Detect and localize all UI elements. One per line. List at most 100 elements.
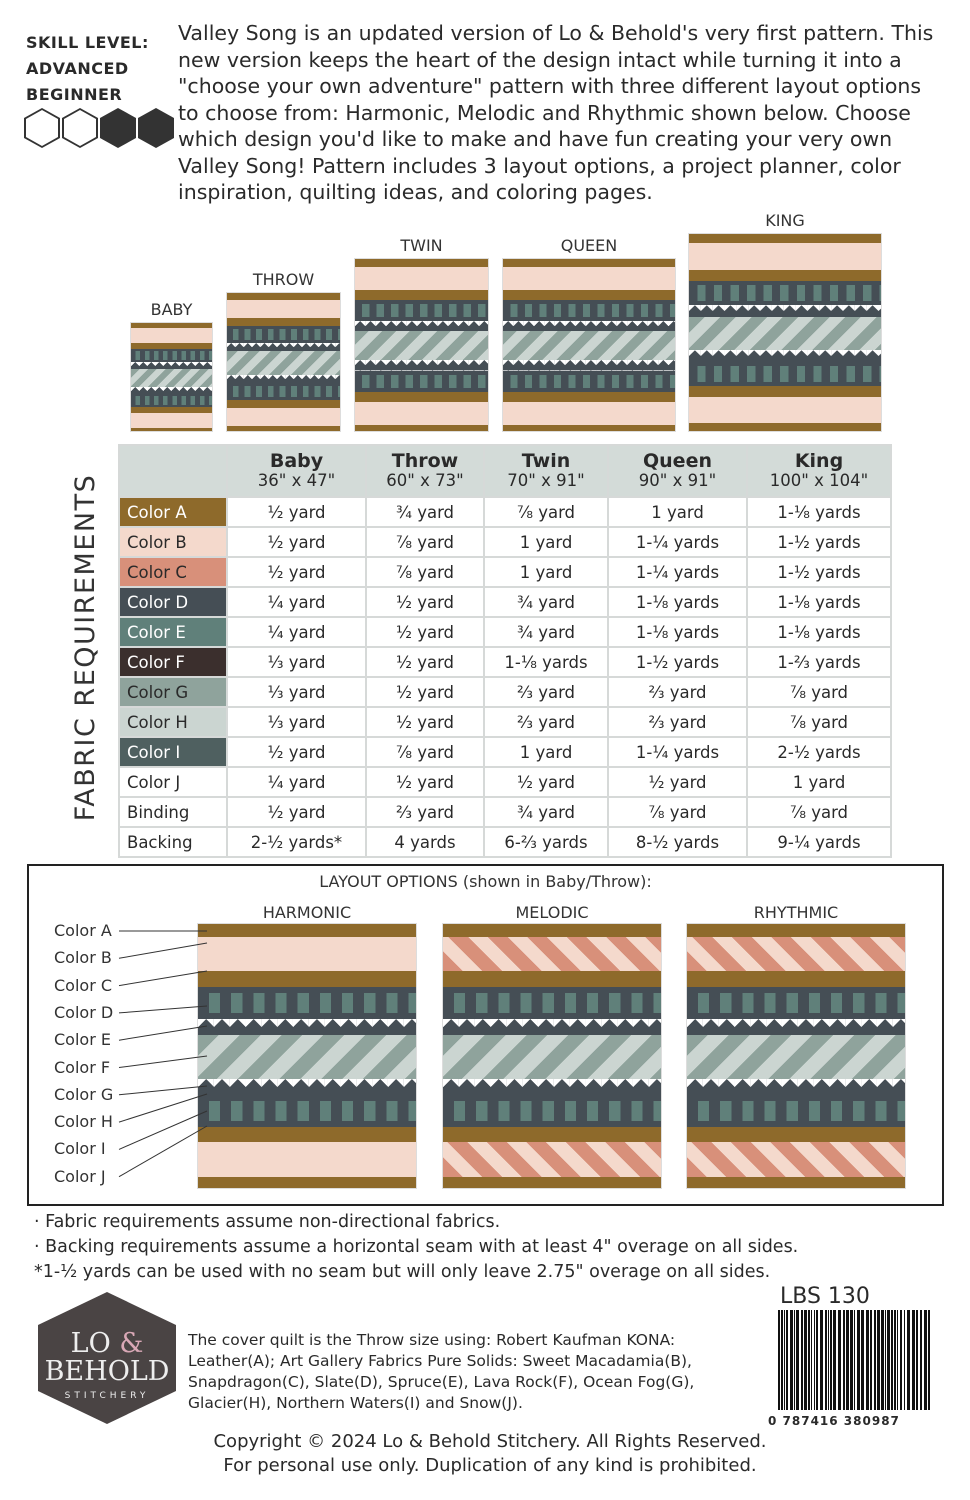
quilt-band [131,406,212,414]
quilt-band [687,1094,905,1127]
yardage-cell: ⅞ yard [483,496,609,528]
layout-option-name: HARMONIC [262,903,352,922]
row-label: Color I [118,736,228,768]
row-label: Color A [118,496,228,528]
table-row: Binding ½ yard ⅔ yard ¾ yard ⅞ yard ⅞ yard [118,796,892,828]
yardage-cell: 1 yard [483,736,609,768]
leader-line [118,1055,208,1068]
barcode-bar [846,1310,849,1410]
fabric-requirements-table: Baby 36" x 47" Throw 60" x 73" Twin 70" x 91"… [118,444,892,858]
sku: LBS 130 [780,1284,870,1309]
quilt-band [131,349,212,363]
quilt-band [131,328,212,343]
layout-option-name: MELODIC [515,903,589,922]
size-dims: 70" x 91" [507,471,585,490]
layout-options-title: LAYOUT OPTIONS (shown in Baby/Throw): [319,872,652,891]
barcode-bar [924,1310,927,1410]
row-label: Color E [118,616,228,648]
yardage-cell: ½ yard [226,796,367,828]
quilt-thumbnail-queen [502,258,676,432]
column-header-queen: Queen 90" x 91" [607,444,748,498]
yardage-cell: 1-⅛ yards [746,586,892,618]
yardage-cell: ½ yard [365,676,485,708]
barcode-bar [804,1310,807,1410]
color-label: Color I [54,1139,106,1159]
logo-text: LO [70,1328,111,1359]
quilt-band [198,987,416,1019]
barcode-bar [877,1310,880,1410]
yardage-cell: ⅞ yard [746,706,892,738]
yardage-cell: 2-½ yards [746,736,892,768]
color-label: Color F [54,1057,111,1077]
yardage-cell: 1-½ yards [746,556,892,588]
quilt-band [503,290,675,301]
size-name: Throw [391,450,459,472]
quilt-band [503,424,675,431]
yardage-cell: ½ yard [226,736,367,768]
quilt-band [131,427,212,431]
leader-line [118,1125,208,1178]
yardage-cell: 4 yards [365,826,485,858]
quilt-band [227,407,340,427]
note: *1-½ yards can be used with no seam but … [34,1262,771,1282]
row-label: Color G [118,676,228,708]
size-dims: 90" x 91" [638,471,717,490]
quilt-band [689,397,881,424]
quilt-band [689,385,881,398]
quilt-band [689,350,881,362]
quilt-band [198,924,416,937]
hexagon-filled-icon [138,108,174,148]
lo-and-behold-logo: LO & BEHOLD STITCHERY [38,1292,176,1424]
quilt-band [443,1079,661,1095]
yardage-cell: ¼ yard [226,616,367,648]
note: · Fabric requirements assume non-directi… [34,1212,501,1232]
quilt-band [443,1142,661,1178]
color-label: Color C [54,975,113,995]
yardage-cell: ½ yard [607,766,748,798]
yardage-cell: ½ yard [226,526,367,558]
quilt-band [443,1094,661,1127]
yardage-cell: 1-¼ yards [607,526,748,558]
row-label: Color H [118,706,228,738]
yardage-cell: ⅞ yard [365,556,485,588]
row-label: Backing [118,826,228,858]
quilt-band [355,370,488,392]
size-name: Baby [269,450,324,472]
yardage-cell: 1 yard [746,766,892,798]
quilt-band [227,299,340,318]
quilt-band [131,323,212,329]
yardage-cell: 1-⅛ yards [746,496,892,528]
quilt-band [131,393,212,407]
size-name: Twin [521,450,571,472]
quilt-band [503,259,675,268]
quilt-band [503,321,675,332]
row-label: Color F [118,646,228,678]
quilt-band [227,351,340,375]
quilt-band [443,1177,661,1188]
size-name: King [794,450,844,472]
yardage-cell: ¼ yard [226,586,367,618]
barcode-bar [820,1310,823,1410]
hexagon-empty-icon [62,108,98,148]
size-dims: 36" x 47" [257,471,336,490]
size-label: TWIN [400,236,443,255]
quilt-band [687,1177,905,1188]
quilt-band [443,1018,661,1035]
yardage-cell: ⅞ yard [607,796,748,828]
barcode-bar [912,1310,915,1410]
barcode-bar [781,1310,783,1410]
color-label: Color G [54,1084,114,1104]
quilt-band [687,1142,905,1178]
barcode-bar [825,1310,827,1410]
barcode-bar [808,1310,810,1410]
row-label: Color C [118,556,228,588]
skill-line: SKILL LEVEL: [26,33,149,52]
quilt-band [131,362,212,369]
notes: · Fabric requirements assume non-directi… [34,1210,798,1285]
skill-level: SKILL LEVEL: ADVANCED BEGINNER [26,30,149,108]
quilt-band [689,281,881,306]
